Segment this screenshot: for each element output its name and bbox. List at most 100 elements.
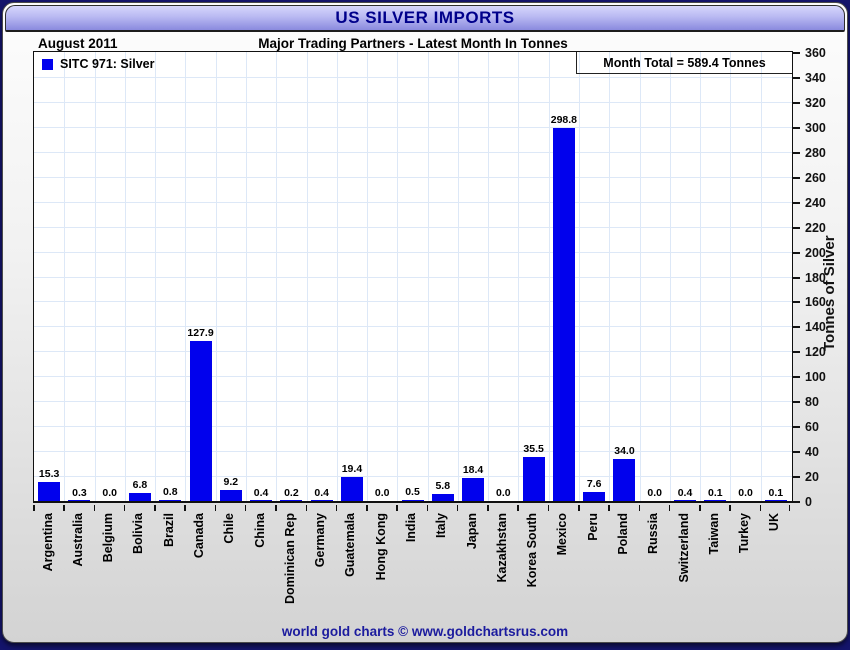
y-axis-tick-label: 100	[805, 370, 826, 385]
y-axis-tick-label: 40	[805, 445, 819, 460]
bar-value-label: 0.5	[405, 486, 420, 499]
bar	[613, 458, 636, 501]
x-axis-category-label: Italy	[434, 513, 449, 539]
y-axis-tick	[793, 52, 800, 54]
grid-line-horizontal	[34, 126, 792, 128]
x-axis-tick	[517, 505, 519, 511]
bar	[280, 499, 303, 501]
x-axis-category-label: Peru	[585, 513, 600, 541]
x-axis-category-label: Kazakhstan	[494, 513, 509, 583]
x-axis-category-label: Germany	[313, 513, 328, 568]
y-axis-tick	[793, 426, 800, 429]
y-axis-tick	[793, 201, 800, 204]
bar	[38, 481, 61, 501]
grid-line-horizontal	[34, 376, 792, 378]
x-axis-category-label: Russia	[646, 513, 661, 554]
y-axis-tick	[793, 251, 800, 254]
grid-line-horizontal	[34, 151, 792, 153]
x-axis-category-label: Argentina	[40, 513, 55, 572]
bar-value-label: 15.3	[38, 467, 60, 480]
y-axis-tick	[793, 101, 800, 104]
y-axis-tick-label: 360	[805, 46, 826, 60]
bar-value-label: 298.8	[550, 114, 578, 127]
bar	[522, 456, 545, 501]
grid-line-horizontal	[34, 276, 792, 278]
bar-value-label: 0.3	[72, 486, 87, 499]
x-axis-tick	[123, 505, 126, 511]
x-axis-tick	[33, 505, 35, 511]
month-total-box: Month Total = 589.4 Tonnes	[576, 52, 792, 74]
grid-line-horizontal	[34, 351, 792, 353]
y-axis-tick	[793, 126, 800, 129]
x-axis-tick	[578, 505, 580, 511]
y-axis-tick	[793, 276, 800, 279]
grid-line-horizontal	[34, 451, 792, 453]
x-axis-category-label: Belgium	[101, 513, 116, 563]
grid-line-horizontal	[34, 476, 792, 478]
grid-line-horizontal	[34, 201, 792, 203]
bar-value-label: 0.1	[707, 486, 723, 499]
bar-value-label: 18.4	[462, 464, 484, 477]
bar	[431, 493, 454, 501]
x-axis-category-label: Chile	[222, 513, 237, 544]
grid-line-horizontal	[34, 301, 792, 303]
grid-line-horizontal	[34, 251, 792, 253]
bar	[159, 499, 182, 501]
y-axis-tick-label: 180	[805, 270, 826, 285]
x-axis-category-label: China	[252, 513, 267, 548]
y-axis-tick-label: 20	[805, 470, 819, 485]
grid-line-horizontal	[34, 326, 792, 328]
y-axis-tick	[793, 326, 800, 329]
x-axis-category-label: Canada	[192, 513, 207, 559]
x-axis-tick	[788, 505, 790, 511]
y-axis-tick	[793, 451, 800, 454]
bar-value-label: 0.4	[314, 486, 329, 499]
x-axis-tick	[63, 505, 65, 511]
bar	[189, 341, 212, 501]
y-axis-tick-label: 280	[805, 145, 826, 160]
x-axis-tick	[456, 505, 459, 511]
x-axis-category-label: UK	[767, 513, 782, 532]
bar-value-label: 34.0	[614, 444, 635, 457]
bar-value-label: 0.0	[374, 487, 390, 499]
y-axis-title: Tonnes of Silver	[821, 235, 838, 351]
y-axis-tick-label: 0	[805, 495, 812, 509]
bar-value-label: 0.4	[253, 486, 269, 499]
y-axis-tick-label: 320	[805, 95, 826, 110]
y-axis-tick	[793, 176, 800, 179]
x-axis-category-label: Korea South	[525, 513, 540, 588]
x-axis-tick	[759, 505, 762, 511]
bar	[219, 489, 242, 501]
x-axis-category-label: Australia	[70, 513, 85, 567]
bar	[552, 128, 575, 501]
x-axis-category-label: Turkey	[737, 513, 752, 554]
chart-subtitle: Major Trading Partners - Latest Month In…	[258, 36, 568, 51]
bar-value-label: 0.4	[677, 486, 693, 499]
grid-line-horizontal	[34, 401, 792, 403]
bar-value-label: 35.5	[523, 442, 544, 455]
x-axis-category-label: Japan	[464, 513, 479, 550]
bar-value-label: 9.2	[223, 475, 239, 488]
bar	[401, 499, 424, 501]
legend-label: SITC 971: Silver	[60, 57, 155, 71]
y-axis-tick	[793, 76, 800, 79]
bar	[340, 476, 363, 501]
bar-value-label: 0.0	[738, 487, 753, 499]
grid-line-horizontal	[34, 176, 792, 178]
bar-value-label: 19.4	[341, 462, 363, 475]
grid-line-horizontal	[34, 226, 792, 228]
title-bar: US SILVER IMPORTS	[5, 5, 845, 32]
y-axis-tick-label: 340	[805, 70, 826, 85]
x-axis-tick	[396, 505, 398, 511]
x-axis-category-label: Mexico	[555, 513, 570, 556]
bar	[764, 499, 787, 501]
x-axis-tick	[668, 505, 671, 511]
bar-value-label: 5.8	[435, 479, 451, 492]
bar	[250, 499, 273, 501]
y-axis: 0 20 40 60 80 100 120 140 160 180 200 220 240 260 280 3…	[793, 46, 850, 509]
bar-value-label: 0.0	[102, 487, 117, 499]
x-axis-tick	[487, 505, 489, 511]
bar	[462, 478, 485, 501]
bar-value-label: 6.8	[132, 478, 148, 491]
